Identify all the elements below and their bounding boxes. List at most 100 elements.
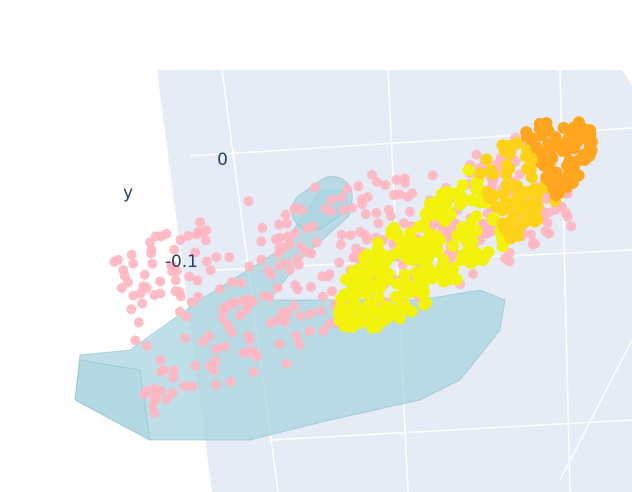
pink-point bbox=[257, 222, 268, 233]
pink-point bbox=[292, 253, 303, 264]
yellow-point bbox=[503, 139, 516, 152]
pink-point bbox=[336, 192, 347, 203]
pink-point bbox=[181, 312, 192, 323]
yellow-point bbox=[361, 248, 374, 261]
pink-point bbox=[325, 206, 336, 217]
pink-point bbox=[324, 269, 335, 280]
pink-point bbox=[256, 236, 267, 247]
yellow-point bbox=[525, 153, 538, 166]
pink-point bbox=[168, 372, 179, 383]
pink-point bbox=[318, 325, 329, 336]
pink-point bbox=[402, 191, 413, 202]
yellow-point bbox=[414, 269, 427, 282]
pink-point bbox=[362, 191, 373, 202]
pink-point bbox=[259, 290, 270, 301]
pink-point bbox=[192, 275, 203, 286]
pink-point bbox=[235, 310, 246, 321]
yellow-point bbox=[462, 164, 475, 177]
pink-point bbox=[274, 260, 285, 271]
pink-point bbox=[391, 174, 402, 185]
pink-point bbox=[149, 408, 160, 419]
pink-point bbox=[227, 298, 238, 309]
pink-point bbox=[336, 229, 347, 240]
pink-point bbox=[349, 251, 360, 262]
yellow-point bbox=[404, 227, 417, 240]
pink-point bbox=[334, 257, 345, 268]
pink-point bbox=[274, 339, 285, 350]
pink-point bbox=[219, 341, 230, 352]
pink-point bbox=[174, 306, 185, 317]
pink-point bbox=[273, 314, 284, 325]
yellow-point bbox=[530, 140, 543, 153]
pink-point bbox=[335, 239, 346, 250]
pink-point bbox=[139, 389, 150, 400]
yellow-point bbox=[553, 172, 566, 185]
pink-point bbox=[133, 317, 144, 328]
pink-point bbox=[204, 360, 215, 371]
pink-point bbox=[291, 330, 302, 341]
pink-point bbox=[326, 194, 337, 205]
pink-point bbox=[347, 202, 358, 213]
pink-point bbox=[297, 205, 308, 216]
pink-point bbox=[197, 336, 208, 347]
pink-point bbox=[345, 230, 356, 241]
pink-point bbox=[126, 249, 137, 260]
yellow-point bbox=[439, 263, 452, 276]
pink-point bbox=[243, 331, 254, 342]
y-axis-label: y bbox=[123, 183, 133, 203]
yellow-point bbox=[424, 201, 437, 214]
yellow-point bbox=[520, 130, 533, 143]
pink-point bbox=[404, 206, 415, 217]
pink-point bbox=[427, 170, 438, 181]
pink-point bbox=[487, 179, 498, 190]
yellow-point bbox=[486, 168, 499, 181]
pink-point bbox=[273, 248, 284, 259]
pink-point bbox=[227, 277, 238, 288]
yellow-point bbox=[400, 303, 413, 316]
pink-point bbox=[342, 184, 353, 195]
pink-point bbox=[211, 252, 222, 263]
pink-point bbox=[243, 196, 254, 207]
pink-point bbox=[325, 318, 336, 329]
y-tick-label: 0 bbox=[217, 150, 228, 170]
pink-point bbox=[400, 177, 411, 188]
yellow-point bbox=[426, 272, 439, 285]
pink-point bbox=[361, 234, 372, 245]
yellow-point bbox=[562, 168, 575, 181]
pink-point bbox=[304, 326, 315, 337]
pink-point bbox=[175, 291, 186, 302]
pink-point bbox=[175, 235, 186, 246]
y-tick-label: -0.1 bbox=[165, 252, 198, 272]
pink-point bbox=[141, 340, 152, 351]
pink-point bbox=[244, 294, 255, 305]
pink-point bbox=[155, 276, 166, 287]
yellow-point bbox=[431, 208, 444, 221]
pink-point bbox=[281, 358, 292, 369]
yellow-point bbox=[533, 122, 546, 135]
pink-point bbox=[236, 277, 247, 288]
yellow-point bbox=[563, 132, 576, 145]
yellow-point bbox=[399, 242, 412, 255]
pink-point bbox=[371, 176, 382, 187]
yellow-point bbox=[371, 305, 384, 318]
pink-point bbox=[355, 227, 366, 238]
yellow-point bbox=[382, 267, 395, 280]
yellow-point bbox=[376, 315, 389, 328]
pink-point bbox=[282, 231, 293, 242]
yellow-point bbox=[359, 260, 372, 273]
yellow-point bbox=[470, 224, 483, 237]
pink-point bbox=[147, 258, 158, 269]
pink-point bbox=[527, 237, 538, 248]
pink-point bbox=[481, 227, 492, 238]
pink-point bbox=[385, 211, 396, 222]
pink-point bbox=[310, 182, 321, 193]
pink-point bbox=[566, 221, 577, 232]
yellow-point bbox=[557, 121, 570, 134]
pink-point bbox=[195, 217, 206, 228]
pink-point bbox=[149, 290, 160, 301]
yellow-point bbox=[354, 311, 367, 324]
pink-point bbox=[317, 291, 328, 302]
yellow-point bbox=[464, 257, 477, 270]
pink-point bbox=[394, 189, 405, 200]
pink-point bbox=[290, 280, 301, 291]
